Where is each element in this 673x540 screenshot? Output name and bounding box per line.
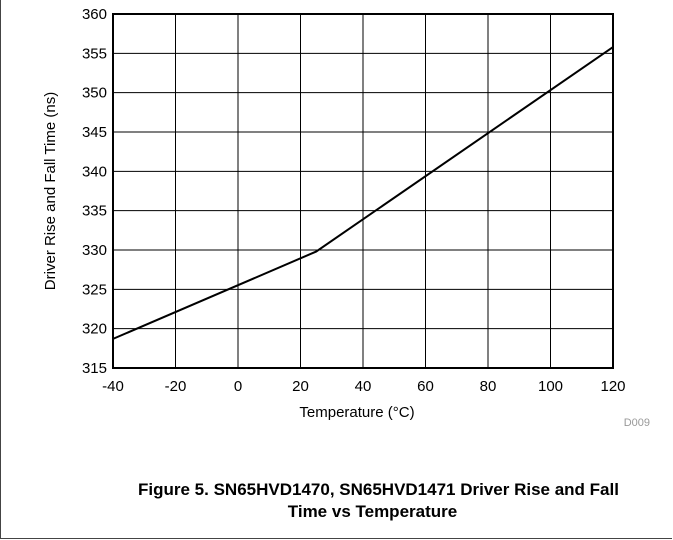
grid [112,13,614,369]
x-tick-label: 20 [292,378,309,395]
x-tick-label: -40 [102,378,124,395]
plot-area [112,13,614,369]
y-tick-label: 320 [82,321,107,338]
figure-caption: Figure 5. SN65HVD1470, SN65HVD1471 Drive… [0,479,673,523]
y-tick-label: 360 [82,6,107,23]
series-group [112,46,614,340]
y-tick-labels: 315 320 325 330 335 340 345 350 355 360 [82,6,107,377]
x-tick-label: 80 [480,378,497,395]
x-tick-label: 100 [538,378,563,395]
y-tick-label: 335 [82,203,107,220]
x-tick-label: 120 [600,378,625,395]
y-tick-label: 315 [82,360,107,377]
y-axis-label: Driver Rise and Fall Time (ns) [42,92,59,290]
y-tick-label: 330 [82,242,107,259]
x-tick-label: 40 [355,378,372,395]
x-tick-label: 0 [234,378,242,395]
x-tick-labels: -40 -20 0 20 40 60 80 100 120 [102,378,625,395]
y-tick-label: 340 [82,163,107,180]
figure-code: D009 [624,417,650,429]
x-tick-label: -20 [165,378,187,395]
x-axis-label: Temperature (°C) [299,404,414,421]
x-tick-label: 60 [417,378,434,395]
line-chart: -40 -20 0 20 40 60 80 100 120 315 320 325 330 335 340… [42,6,650,429]
y-tick-label: 325 [82,281,107,298]
caption-line-2: Time vs Temperature [287,502,458,521]
y-tick-label: 350 [82,85,107,102]
series-line [112,46,614,340]
y-tick-label: 355 [82,45,107,62]
y-tick-label: 345 [82,124,107,141]
caption-line-1: Figure 5. SN65HVD1470, SN65HVD1471 Drive… [138,480,619,499]
